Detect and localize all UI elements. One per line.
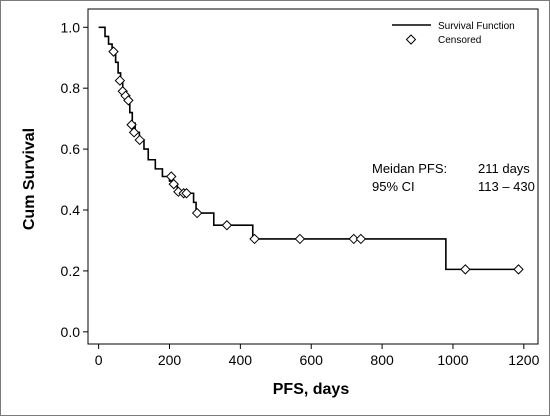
y-tick-label: 0.8 — [61, 80, 81, 96]
x-tick-label: 600 — [300, 352, 324, 368]
median-label: Meidan PFS: — [372, 161, 447, 176]
legend-diamond-swatch — [405, 34, 417, 45]
censored-marker — [249, 233, 260, 245]
censored-marker — [168, 178, 179, 190]
y-tick-label: 0.0 — [61, 324, 81, 340]
x-tick-label: 200 — [158, 352, 182, 368]
plot-area — [98, 26, 524, 275]
censored-marker — [348, 233, 359, 245]
x-tick-label: 800 — [370, 352, 394, 368]
median-annotation: Meidan PFS: 211 days 95% CI 113 – 430 — [372, 161, 535, 194]
censored-marker — [128, 127, 140, 138]
y-tick-label: 0.6 — [61, 141, 81, 157]
censored-marker — [181, 188, 192, 199]
legend-label-censored: Censored — [438, 35, 481, 46]
x-tick-label: 1200 — [508, 352, 539, 368]
censored-marker — [134, 134, 145, 146]
legend-label-survival: Survival Function — [438, 21, 515, 32]
survival-step-line — [98, 26, 519, 271]
ci-label: 95% CI — [372, 179, 415, 194]
median-value: 211 days — [478, 161, 530, 176]
censored-marker — [108, 46, 119, 57]
censored-marker — [460, 264, 471, 275]
y-tick-label: 0.2 — [61, 263, 81, 279]
censored-marker — [294, 233, 306, 245]
plot-box — [87, 8, 539, 345]
censored-marker — [221, 220, 233, 231]
y-tick-label: 1.0 — [61, 19, 81, 35]
censored-marker — [513, 264, 524, 275]
y-axis-label: Cum Survival — [21, 128, 38, 230]
legend: Survival Function Censored — [392, 21, 515, 46]
x-tick-label: 0 — [95, 352, 103, 368]
censored-marker — [191, 207, 203, 219]
ci-value: 113 – 430 — [478, 179, 535, 194]
axes: 0 200 400 600 800 1000 1200 0.0 0.2 0.4 0.6 0.8 1.0 — [61, 8, 540, 368]
x-axis-label: PFS, days — [273, 381, 350, 398]
censored-marker — [114, 75, 126, 86]
x-tick-label: 1000 — [437, 352, 468, 368]
censored-marker — [123, 95, 134, 106]
censored-marker — [355, 233, 367, 245]
censored-marker — [126, 119, 137, 130]
y-tick-label: 0.4 — [61, 202, 81, 218]
censored-marker — [166, 171, 177, 182]
x-tick-label: 400 — [229, 352, 253, 368]
